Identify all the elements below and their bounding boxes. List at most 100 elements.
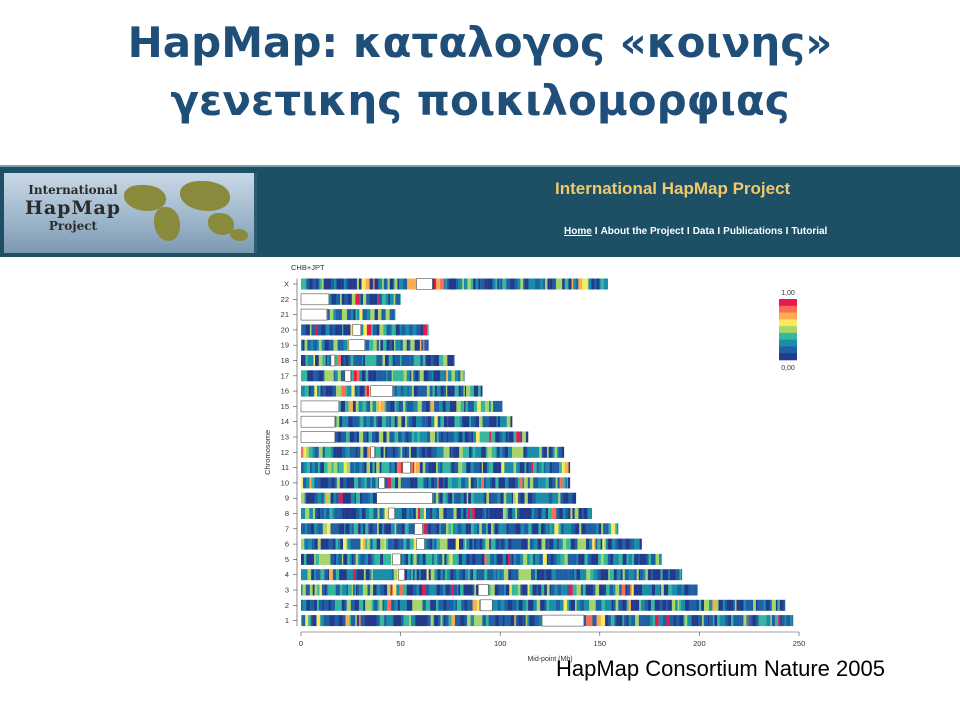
heat-segment: [466, 385, 471, 397]
heat-segment: [403, 538, 407, 550]
nav-home-link[interactable]: Home: [564, 226, 592, 237]
heat-segment: [580, 569, 585, 581]
heat-segment: [438, 477, 444, 489]
x-tick-label: 50: [396, 639, 404, 648]
heat-segment: [411, 462, 414, 474]
heat-segment: [553, 553, 557, 565]
heat-segment: [487, 569, 492, 581]
heat-segment: [400, 400, 404, 412]
heat-segment: [626, 599, 629, 611]
heat-segment: [531, 492, 536, 504]
heat-segment: [490, 584, 495, 596]
heat-segment: [361, 508, 366, 519]
heat-segment: [562, 508, 566, 519]
heat-segment: [653, 553, 656, 565]
hapmap-logo[interactable]: International HapMap Project: [4, 173, 257, 253]
heat-segment: [473, 278, 476, 290]
heat-segment: [372, 400, 377, 412]
nav-about-link[interactable]: About the Project: [600, 226, 684, 237]
heat-segment: [446, 599, 451, 611]
heat-segment: [319, 370, 324, 382]
heat-segment: [487, 508, 490, 519]
heat-segment: [561, 446, 565, 458]
heat-segment: [336, 477, 341, 489]
heat-segment: [358, 400, 363, 412]
heat-segment: [640, 599, 645, 611]
heat-segment: [334, 615, 338, 627]
heat-segment: [462, 569, 466, 581]
heat-segment: [520, 278, 524, 290]
heat-segment: [323, 462, 328, 474]
heat-segment: [347, 293, 352, 305]
heat-segment: [483, 492, 486, 504]
heat-segment: [455, 569, 460, 581]
heat-segment: [397, 339, 401, 351]
heat-segment: [642, 584, 646, 596]
heat-segment: [472, 538, 475, 550]
heat-segment: [318, 462, 320, 474]
heat-segment: [423, 385, 428, 397]
nav-publications-link[interactable]: Publications: [723, 226, 783, 237]
heat-segment: [460, 553, 463, 565]
heat-segment: [406, 508, 410, 519]
heat-segment: [467, 615, 471, 627]
heat-segment: [413, 385, 418, 397]
nav-tutorial-link[interactable]: Tutorial: [791, 226, 828, 237]
heat-segment: [335, 278, 338, 290]
colorbar-max-label: 1,00: [781, 290, 795, 297]
heat-segment: [551, 569, 557, 581]
heat-segment: [398, 508, 403, 519]
heat-segment: [409, 324, 413, 336]
heat-segment: [426, 477, 429, 489]
heat-segment: [302, 615, 306, 627]
heat-segment: [357, 309, 360, 321]
heat-segment: [568, 599, 571, 611]
heat-segment: [519, 462, 523, 474]
heat-segment: [560, 523, 565, 535]
heat-segment: [489, 431, 492, 443]
heat-segment: [307, 523, 311, 535]
heat-segment: [358, 477, 361, 489]
heat-segment: [383, 370, 387, 382]
heat-segment: [411, 553, 414, 565]
heat-segment: [411, 569, 414, 581]
heat-segment: [338, 462, 341, 474]
heat-segment: [368, 446, 373, 458]
heat-segment: [378, 553, 381, 565]
heat-segment: [363, 538, 366, 550]
heat-segment: [536, 446, 540, 458]
heat-segment: [464, 400, 466, 412]
heat-segment: [474, 508, 479, 519]
heat-segment: [311, 324, 315, 336]
heat-segment: [388, 293, 391, 305]
heat-segment: [637, 538, 640, 550]
heat-segment: [361, 370, 366, 382]
heat-segment: [571, 523, 576, 535]
heat-segment: [538, 477, 543, 489]
heat-segment: [565, 508, 568, 519]
centromere-gap: [416, 278, 433, 290]
heat-segment: [511, 584, 516, 596]
heat-segment: [387, 370, 392, 382]
heat-segment: [419, 446, 423, 458]
heat-segment: [544, 584, 548, 596]
heat-segment: [733, 615, 736, 627]
heat-segment: [447, 385, 452, 397]
heat-segment: [337, 523, 339, 535]
heat-segment: [390, 584, 393, 596]
heat-segment: [421, 523, 424, 535]
heat-segment: [379, 278, 383, 290]
heat-segment: [425, 508, 431, 519]
heat-segment: [501, 431, 506, 443]
colorbar-swatch: [779, 312, 797, 320]
heat-segment: [432, 584, 437, 596]
centromere-gap: [398, 568, 405, 581]
heat-segment: [482, 462, 488, 474]
heat-segment: [438, 431, 442, 443]
heat-segment: [308, 385, 311, 397]
nav-data-link[interactable]: Data: [692, 226, 715, 237]
heat-segment: [586, 615, 590, 627]
heat-segment: [354, 492, 357, 504]
heat-segment: [679, 584, 682, 596]
heat-segment: [313, 370, 318, 382]
